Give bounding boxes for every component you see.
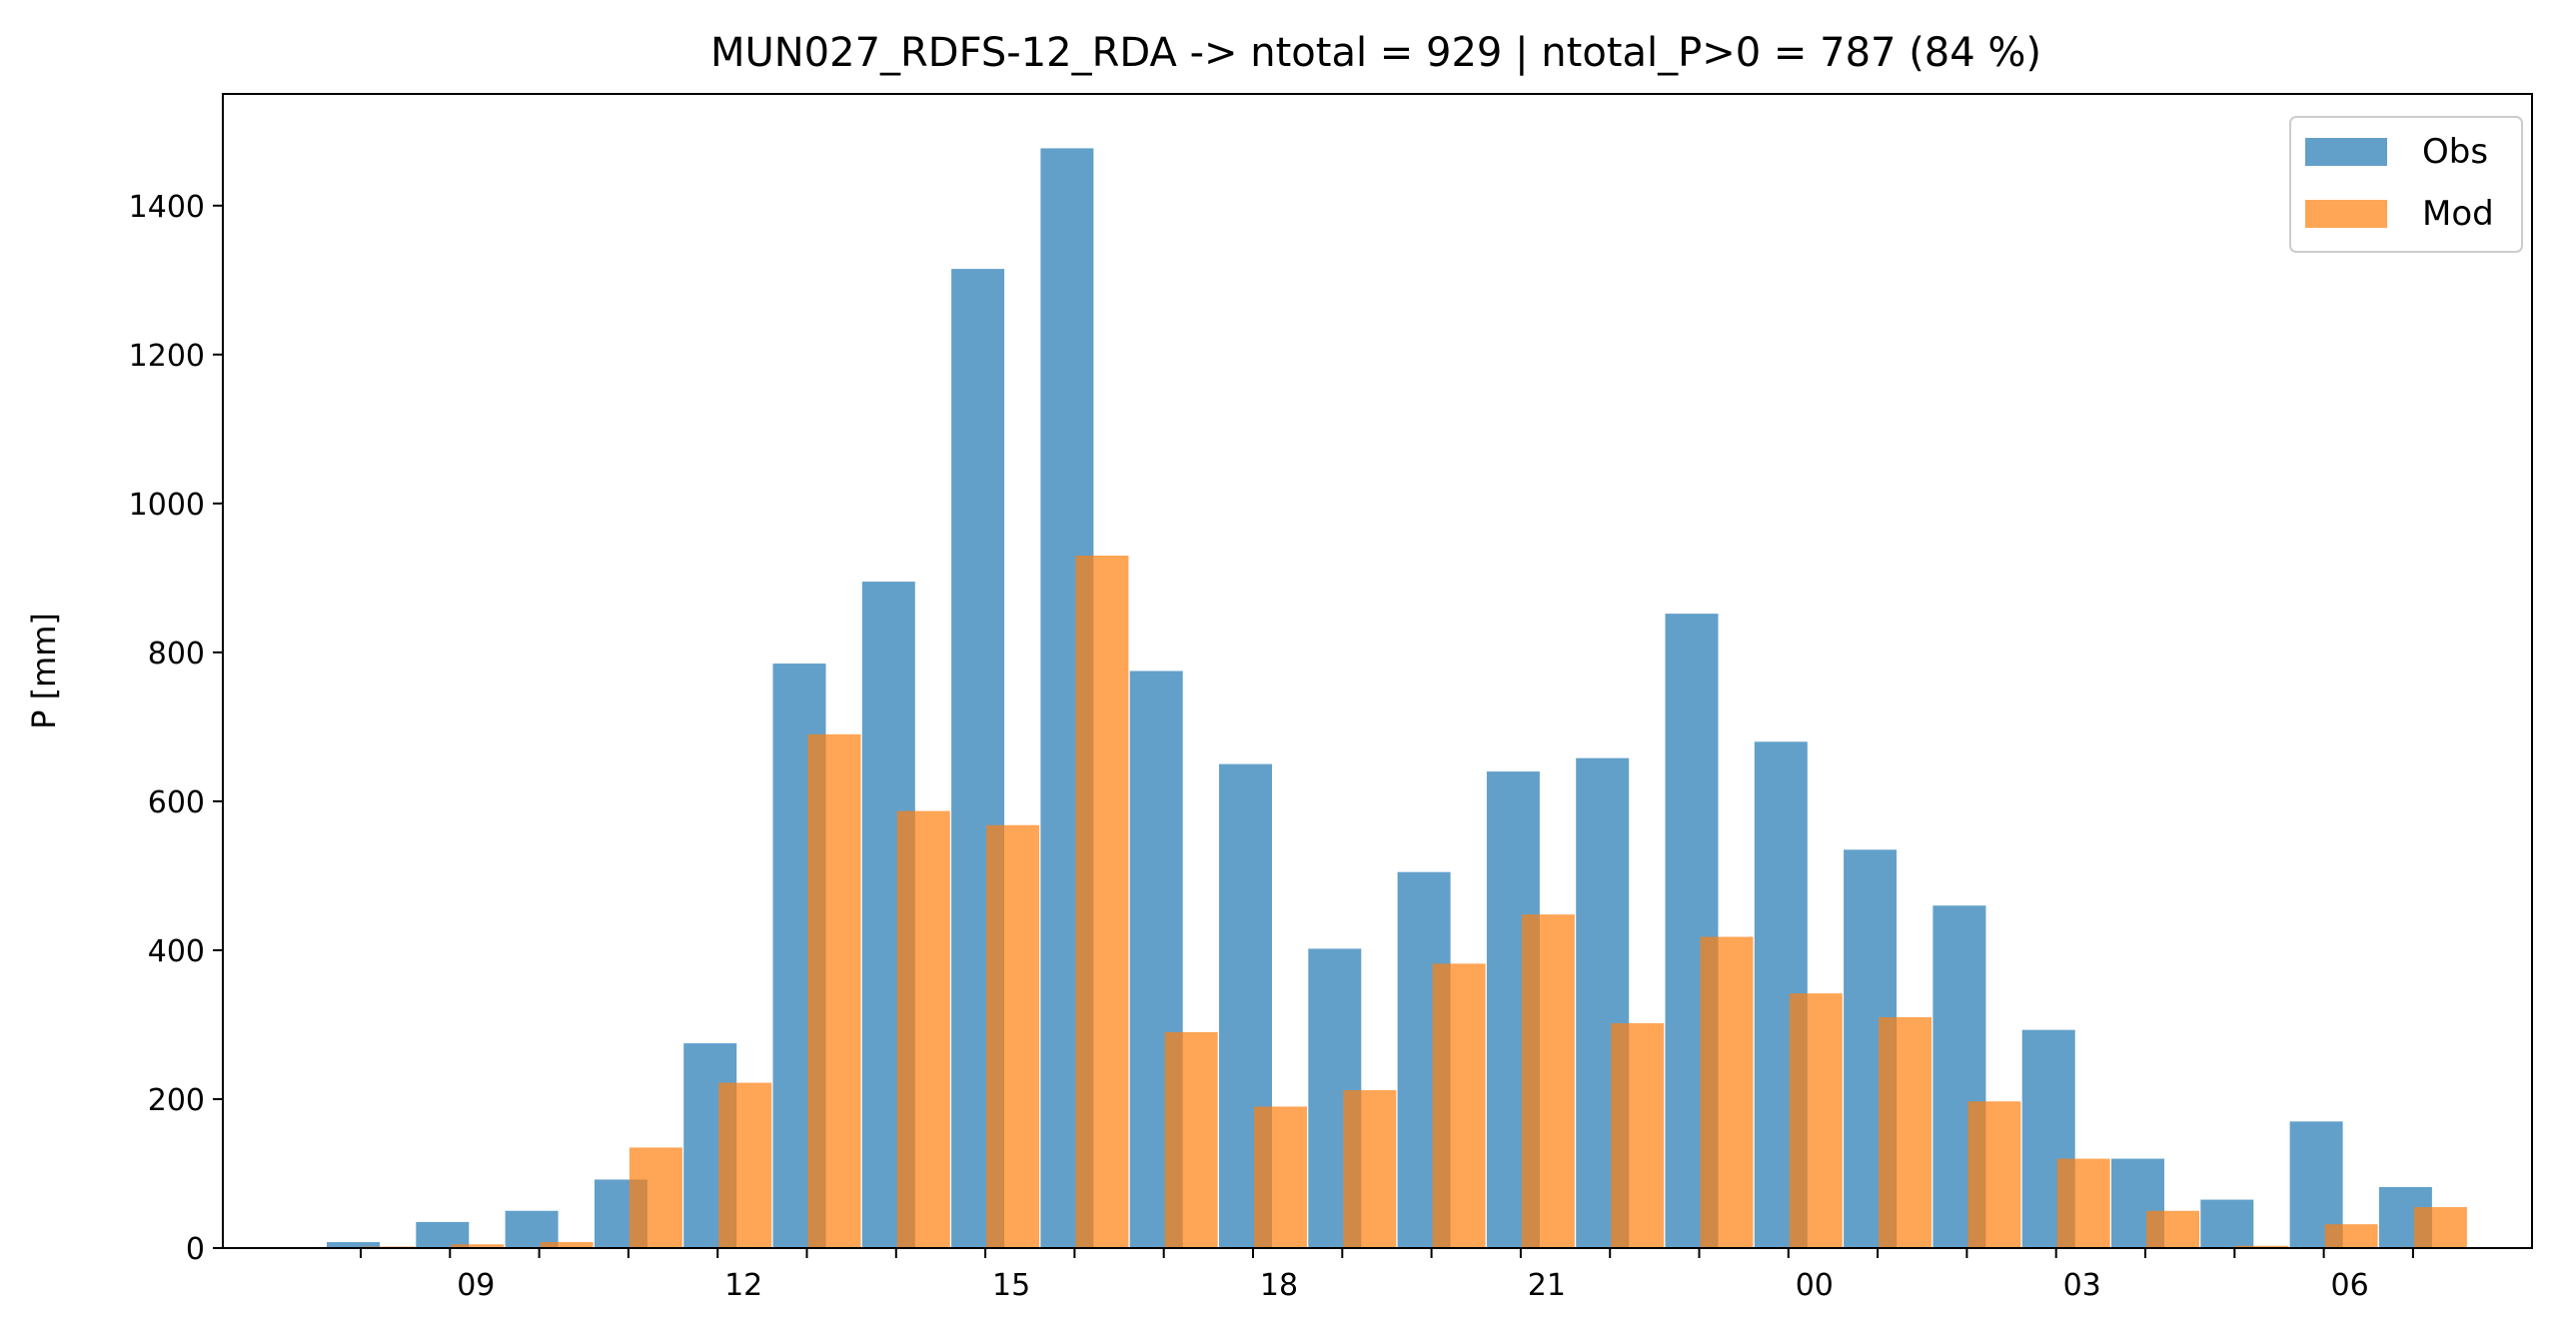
mod-bar-14 — [896, 810, 950, 1248]
mod-bar-10 — [540, 1242, 594, 1248]
x-tick-label: 09 — [457, 1268, 495, 1303]
chart-title: MUN027_RDFS-12_RDA -> ntotal = 929 | nto… — [710, 30, 2041, 76]
mod-bar-13 — [807, 733, 861, 1248]
y-tick-label: 600 — [148, 785, 205, 820]
y-tick-label: 1400 — [129, 190, 205, 225]
mod-bar-19 — [1343, 1090, 1397, 1248]
mod-bar-03 — [2056, 1158, 2110, 1248]
mod-bar-07 — [2413, 1207, 2467, 1248]
x-tick-label: 00 — [1796, 1268, 1834, 1303]
x-tick-label: 21 — [1528, 1268, 1566, 1303]
obs-bar-05 — [2200, 1199, 2254, 1248]
mod-bar-18 — [1254, 1106, 1307, 1248]
mod-bar-21 — [1521, 914, 1575, 1248]
mod-bar-11 — [629, 1147, 682, 1248]
legend: Obs Mod — [2289, 116, 2523, 253]
mod-bar-00 — [1789, 993, 1843, 1248]
mod-bars — [362, 556, 2467, 1248]
y-tick-label: 0 — [186, 1232, 205, 1267]
obs-bar-10 — [505, 1210, 559, 1248]
mod-bar-04 — [2146, 1210, 2199, 1248]
x-axis-ticks: 09 12 15 18 21 00 03 06 — [360, 1248, 2414, 1303]
mod-bar-20 — [1432, 963, 1486, 1248]
mod-bar-23 — [1700, 936, 1754, 1248]
y-tick-label: 1200 — [129, 339, 205, 374]
y-tick-label: 400 — [148, 934, 205, 969]
obs-bars — [327, 148, 2432, 1248]
y-tick-label: 200 — [148, 1083, 205, 1118]
plot-frame — [222, 93, 2533, 1249]
mod-bar-02 — [1967, 1101, 2021, 1248]
y-axis-label: P [mm] — [25, 613, 63, 729]
mod-bar-06 — [2324, 1224, 2378, 1248]
mod-bar-09 — [451, 1244, 505, 1248]
mod-bar-17 — [1164, 1031, 1218, 1248]
legend-label-mod: Mod — [2422, 194, 2494, 234]
y-tick-label: 800 — [148, 637, 205, 671]
mod-bar-01 — [1879, 1017, 1932, 1248]
x-tick-label: 03 — [2063, 1268, 2101, 1303]
legend-swatch-obs — [2305, 138, 2387, 166]
mod-bar-05 — [2235, 1245, 2289, 1248]
x-tick-label: 06 — [2331, 1268, 2369, 1303]
y-tick-label: 1000 — [129, 488, 205, 523]
mod-bar-16 — [1075, 556, 1129, 1248]
x-tick-label: 18 — [1260, 1268, 1298, 1303]
mod-bar-22 — [1611, 1022, 1665, 1248]
legend-label-obs: Obs — [2422, 132, 2488, 172]
legend-swatch-mod — [2305, 200, 2387, 228]
x-tick-label: 12 — [724, 1268, 762, 1303]
mod-bar-12 — [718, 1082, 772, 1248]
mod-bar-15 — [986, 824, 1040, 1248]
obs-bar-08 — [327, 1242, 380, 1248]
y-axis-ticks: 0 200 400 600 800 1000 1200 1400 — [129, 190, 223, 1267]
x-tick-label: 15 — [992, 1268, 1030, 1303]
obs-bar-09 — [416, 1221, 470, 1248]
